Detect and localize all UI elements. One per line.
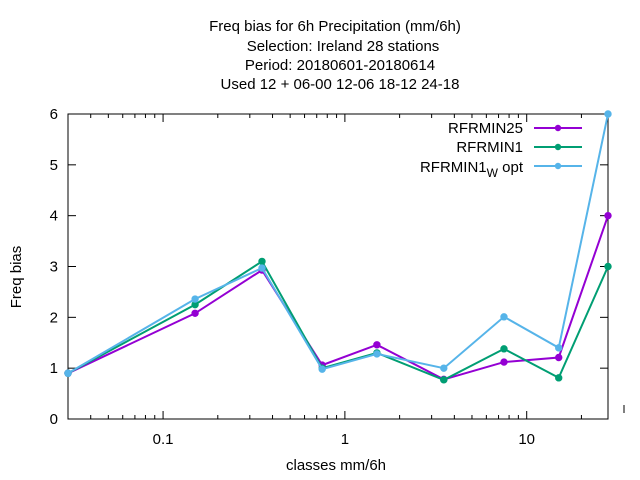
- y-tick-label-6: 6: [50, 106, 58, 123]
- legend-label-series-3: RFRMIN1W opt: [420, 159, 524, 180]
- series-3-point-5: [440, 364, 448, 372]
- series-2-line: [67, 259, 609, 381]
- legend-label-series-3-main: RFRMIN1: [420, 159, 487, 176]
- legend-label-series-1: RFRMIN25: [448, 120, 523, 137]
- x-tick-label-0: 0.1: [153, 431, 174, 448]
- legend: RFRMIN25 RFRMIN1 RFRMIN1W opt: [420, 120, 582, 180]
- legend-marker-series-1: [554, 124, 562, 132]
- series-3: [64, 110, 612, 377]
- series-1-point-8: [604, 211, 612, 220]
- series-3-point-4: [373, 350, 381, 358]
- plot-frame: [67, 113, 609, 420]
- y-tick-label-5: 5: [50, 157, 58, 174]
- series-3-point-1: [191, 295, 199, 303]
- y-tick-label-4: 4: [50, 208, 58, 225]
- series-2-point-7: [555, 374, 563, 382]
- x-tick-label-1: 1: [341, 431, 349, 448]
- series-1-point-1: [191, 309, 199, 317]
- series-1-point-4: [373, 341, 381, 349]
- series-3-point-6: [500, 313, 508, 321]
- series-2-point-5: [440, 376, 448, 384]
- y-axis-label: Freq bias: [8, 246, 25, 309]
- series-1-line: [67, 215, 609, 381]
- legend-marker-series-2: [554, 143, 562, 151]
- series-layer: [64, 110, 612, 384]
- series-2-point-6: [500, 345, 508, 353]
- legend-marker-series-3: [554, 162, 562, 170]
- legend-label-series-2: RFRMIN1: [456, 139, 523, 156]
- series-3-point-2: [258, 264, 266, 272]
- title-line-4: Used 12 + 06-00 12-06 18-12 24-18: [221, 76, 460, 93]
- series-1: [64, 211, 612, 384]
- legend-label-series-3-tail: opt: [498, 159, 524, 176]
- title-line-2: Selection: Ireland 28 stations: [247, 38, 440, 55]
- x-tick-label-2: 10: [518, 431, 535, 448]
- series-1-point-7: [555, 353, 563, 362]
- series-2-point-8: [604, 262, 612, 271]
- title-line-3: Period: 20180601-20180614: [245, 57, 435, 74]
- series-3-point-3: [318, 365, 326, 373]
- series-3-point-7: [555, 344, 563, 352]
- y-tick-label-0: 0: [50, 411, 58, 428]
- series-1-point-6: [500, 358, 508, 366]
- legend-label-series-3-sub: W: [487, 166, 499, 180]
- chart-title: Freq bias for 6h Precipitation (mm/6h) S…: [209, 18, 461, 93]
- title-line-1: Freq bias for 6h Precipitation (mm/6h): [209, 18, 461, 35]
- series-3-point-0: [64, 369, 72, 377]
- axis-tick-labels: 0 1 2 3 4 5 6 0.1 1 10: [50, 106, 535, 448]
- series-2-point-2: [258, 257, 266, 266]
- series-3-point-8: [604, 110, 612, 118]
- x-axis-label: classes mm/6h: [286, 457, 386, 474]
- y-tick-label-3: 3: [50, 259, 58, 276]
- y-tick-label-1: 1: [50, 360, 58, 377]
- y-tick-label-2: 2: [50, 309, 58, 326]
- axis-ticks: [68, 113, 608, 420]
